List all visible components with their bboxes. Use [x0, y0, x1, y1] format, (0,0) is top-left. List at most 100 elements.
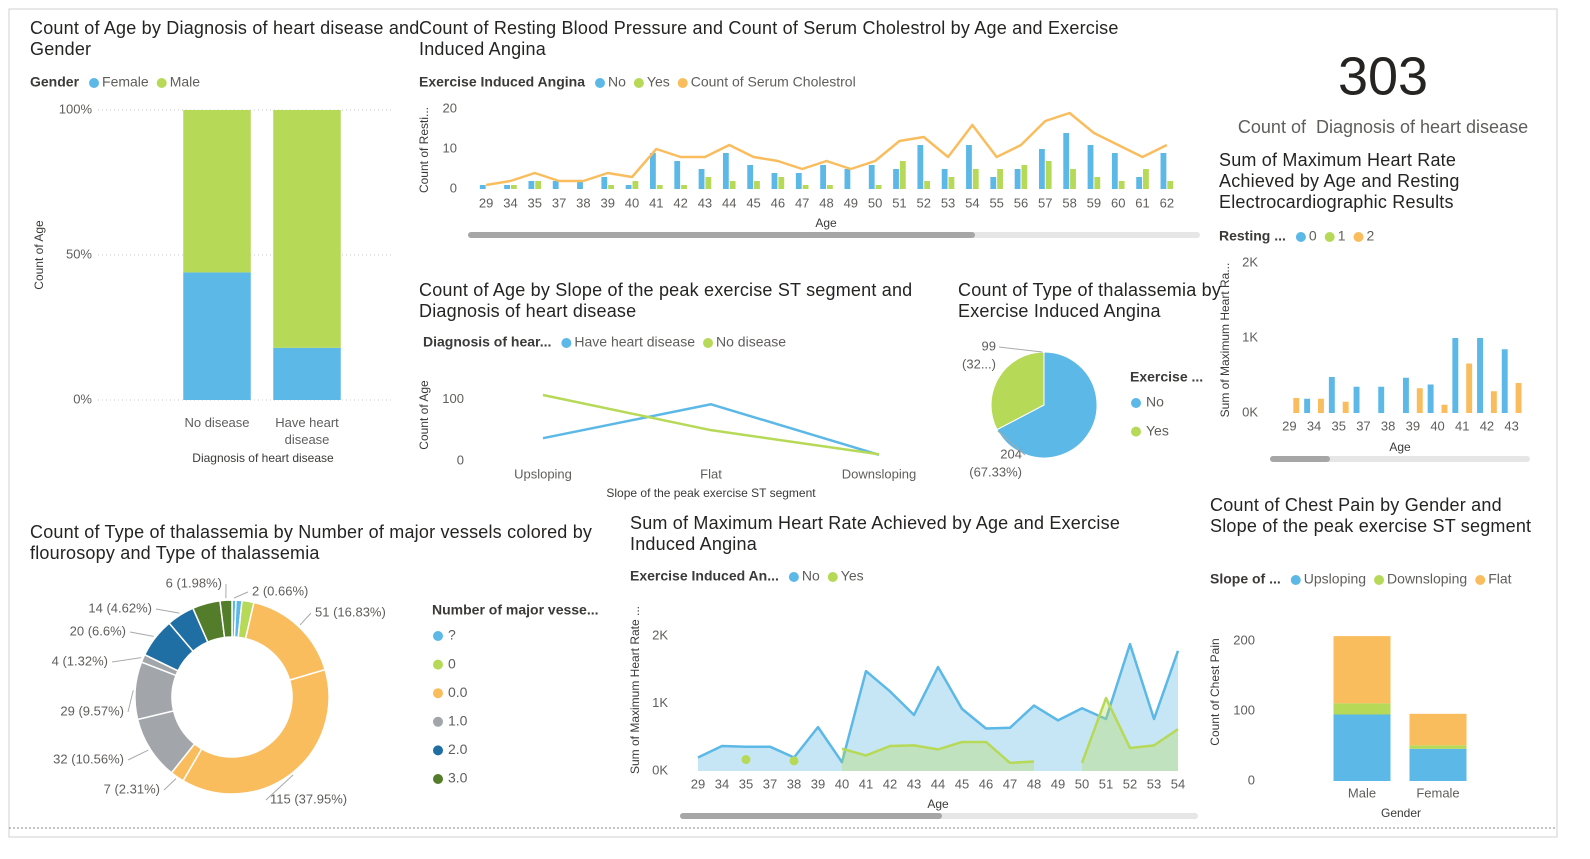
- bar: [966, 145, 972, 189]
- x-tick-label: 46: [771, 195, 785, 210]
- bar: [754, 181, 760, 189]
- chart-title: Count of Type of thalassemia by Exercise…: [958, 280, 1222, 321]
- legend-marker: [1324, 232, 1335, 242]
- x-tick-label: 52: [1123, 776, 1137, 791]
- data-label: 51 (16.83%): [315, 604, 386, 619]
- data-label: 4 (1.32%): [52, 653, 108, 668]
- bar: [1118, 181, 1125, 189]
- x-tick-label: 48: [819, 195, 833, 210]
- legend-label: 1.0: [448, 713, 468, 729]
- legend-marker: [703, 338, 714, 348]
- x-tick-label: 52: [917, 195, 931, 210]
- x-tick-label: 55: [989, 195, 1003, 210]
- x-tick-label: 39: [600, 195, 614, 210]
- y-tick-label: 0: [457, 452, 464, 467]
- x-tick-label: 37: [763, 776, 777, 791]
- scrollbar-thumb[interactable]: [1270, 456, 1330, 462]
- legend-title: Exercise Induced Angina: [419, 74, 585, 90]
- data-label: 20 (6.6%): [70, 623, 126, 638]
- x-tick-label: 35: [1332, 418, 1346, 433]
- legend-marker: [1374, 575, 1385, 585]
- x-tick-label: Female: [1416, 785, 1459, 800]
- legend-label: Upsloping: [1304, 571, 1366, 587]
- bar: [608, 185, 615, 189]
- bar: [997, 169, 1003, 189]
- line: [1080, 696, 1179, 764]
- scrollbar-thumb[interactable]: [680, 813, 942, 819]
- x-tick-label: 29: [1282, 418, 1296, 433]
- legend-label: No: [802, 568, 820, 584]
- y-axis-title: Count of Chest Pain: [1208, 638, 1222, 745]
- line: [542, 403, 880, 457]
- legend-marker: [1475, 575, 1486, 585]
- bar-segment: [273, 110, 341, 348]
- chart-title: Count of Age by Diagnosis of heart disea…: [30, 18, 420, 59]
- legend-marker: [1295, 232, 1306, 242]
- x-tick-label: 59: [1087, 195, 1101, 210]
- legend-label: Downsloping: [1387, 571, 1467, 587]
- x-axis-title: Slope of the peak exercise ST segment: [606, 486, 816, 500]
- chart-title: Count of Resting Blood Pressure and Coun…: [419, 18, 1119, 59]
- y-tick-label: 1K: [1242, 329, 1258, 344]
- x-tick-label: 38: [787, 776, 801, 791]
- scrollbar[interactable]: [1270, 456, 1530, 462]
- x-tick-label: 54: [1171, 776, 1185, 791]
- scrollbar-thumb[interactable]: [468, 232, 975, 238]
- x-tick-label: 43: [907, 776, 921, 791]
- y-tick-label: 100: [1233, 702, 1255, 717]
- bar: [1353, 386, 1360, 413]
- legend-marker: [433, 631, 443, 641]
- data-label: 2 (0.66%): [252, 583, 308, 598]
- legend-label: 1: [1338, 228, 1346, 244]
- legend-label: Have heart disease: [574, 334, 695, 350]
- x-tick-label: 51: [1099, 776, 1113, 791]
- legend-marker: [1131, 426, 1141, 437]
- data-label: 204: [1000, 446, 1022, 461]
- x-tick-label: 39: [1406, 418, 1420, 433]
- bar: [1490, 391, 1497, 413]
- legend-marker: [1290, 575, 1301, 585]
- legend-label: No: [608, 74, 626, 90]
- legend-label: Count of Serum Cholestrol: [691, 74, 856, 90]
- data-label: (32...): [962, 356, 996, 371]
- bar-segment: [1409, 713, 1467, 746]
- x-tick-label: Have heart disease: [275, 415, 339, 447]
- bar: [747, 165, 754, 189]
- legend-marker: [433, 688, 443, 699]
- bar: [1378, 386, 1385, 413]
- bar: [820, 165, 826, 189]
- y-axis-title: Count of Resti...: [417, 107, 431, 193]
- y-axis-title: Sum of Maximum Heart Rate ...: [628, 606, 642, 774]
- data-label: 6 (1.98%): [166, 575, 222, 590]
- legend-marker: [433, 659, 443, 670]
- y-tick-label: 0: [450, 180, 457, 195]
- y-tick-label: 200: [1233, 632, 1255, 647]
- x-tick-label: Flat: [700, 466, 722, 481]
- y-tick-label: 2K: [1242, 254, 1258, 269]
- bar: [771, 173, 778, 189]
- line: [485, 111, 1168, 187]
- x-axis-title: Gender: [1381, 806, 1421, 820]
- x-axis-title: Age: [815, 216, 837, 230]
- area-fill: [1082, 698, 1178, 771]
- legend-title: Slope of ...: [1210, 571, 1281, 587]
- legend-title: Number of major vesse...: [432, 602, 599, 618]
- bar: [625, 185, 632, 189]
- bar: [1427, 384, 1434, 413]
- leader-line: [997, 430, 1026, 456]
- bar: [632, 181, 639, 189]
- y-tick-label: 0K: [1242, 404, 1258, 419]
- bar: [681, 185, 687, 189]
- data-label: 115 (37.95%): [270, 791, 347, 806]
- leader-line: [111, 657, 142, 663]
- bar: [1143, 169, 1149, 189]
- bar: [1293, 398, 1300, 413]
- bar: [941, 169, 948, 189]
- donut-slice: [219, 599, 233, 639]
- leader-line: [155, 608, 180, 614]
- x-tick-label: 42: [673, 195, 687, 210]
- leader-line: [129, 631, 154, 637]
- leader-line: [163, 778, 177, 791]
- bar: [899, 161, 906, 189]
